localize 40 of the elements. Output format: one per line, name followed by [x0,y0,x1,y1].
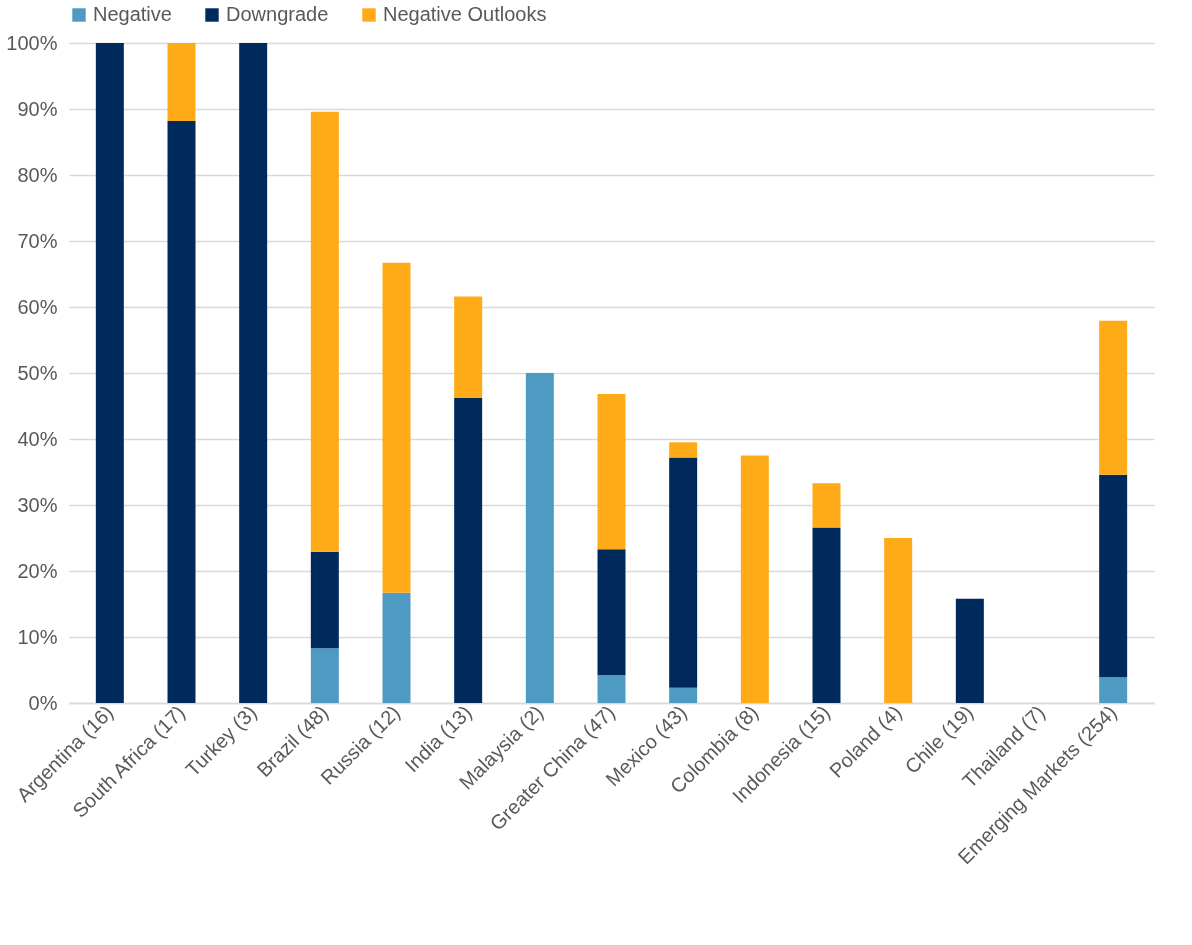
bar [1099,677,1128,703]
bar [454,296,483,399]
y-tick-label: 10% [17,625,58,648]
bar [454,398,483,703]
bar [310,551,339,649]
bar [239,43,268,703]
bar [310,111,339,552]
legend-label: Negative Outlooks [383,3,547,25]
y-tick-label: 60% [17,295,58,318]
bar [597,675,626,703]
bar [167,43,196,121]
bar [1099,320,1128,475]
bar [525,373,554,703]
bar [669,687,698,703]
bar [669,442,698,458]
bar [1099,474,1128,678]
bar [382,592,411,703]
y-tick-label: 80% [17,163,58,186]
bar [812,527,841,703]
bar [812,483,841,528]
y-tick-label: 50% [17,361,58,384]
y-tick-label: 0% [28,691,58,714]
y-tick-label: 30% [17,493,58,516]
y-tick-label: 90% [17,97,58,120]
bar [740,455,769,703]
legend-label: Downgrade [226,3,329,25]
bar [167,120,196,703]
bar [597,394,626,550]
bar [955,598,984,703]
y-tick-label: 100% [6,31,58,54]
bar [884,538,913,703]
y-tick-label: 20% [17,559,58,582]
legend-label: Negative [93,3,172,25]
bar [669,457,698,688]
y-tick-label: 40% [17,427,58,450]
bar [597,549,626,676]
bar [310,648,339,703]
y-tick-label: 70% [17,229,58,252]
bar [95,43,124,703]
bar [382,262,411,593]
